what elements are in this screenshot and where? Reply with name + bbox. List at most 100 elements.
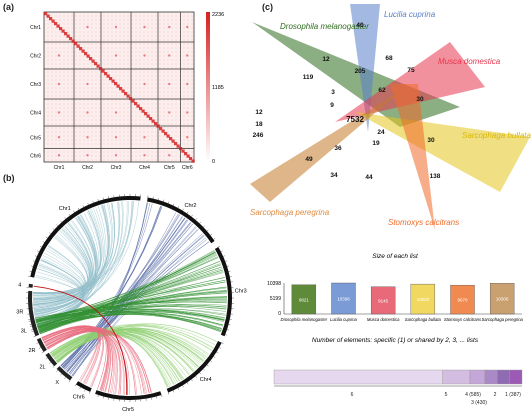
circos-label: 4 xyxy=(18,282,21,288)
heatmap-x-label: Chr5 xyxy=(164,165,175,171)
venn-count: 119 xyxy=(303,74,314,81)
circos-tick xyxy=(203,369,204,370)
circos-tick xyxy=(191,379,192,381)
circos-tick xyxy=(56,370,57,371)
stacked-segment xyxy=(274,370,443,384)
venn-count: 18 xyxy=(255,121,263,128)
stacked-segment xyxy=(510,370,522,384)
heatmap-contact-dot xyxy=(186,26,188,28)
circos-tick xyxy=(207,230,209,231)
heatmap-x-labels: Chr1 Chr2 Chr3 Chr4 Chr5 Chr6 xyxy=(54,165,193,171)
heatmap-contact-dot xyxy=(86,111,88,113)
circos-tick xyxy=(229,271,231,272)
circos-plot: 3R4Chr1Chr2Chr3Chr4Chr5Chr6X2L2R3L xyxy=(4,176,256,416)
circos-label: 3R xyxy=(16,310,23,316)
heatmap-contact-dot xyxy=(143,154,145,156)
circos-tick xyxy=(80,387,81,389)
circos-tick xyxy=(183,209,184,211)
shared-elements-chart: Number of elements: specific (1) or shar… xyxy=(262,332,528,416)
circos-segment-chr5 xyxy=(96,392,161,398)
circos-tick xyxy=(30,271,32,272)
y-tick-label: 10398 xyxy=(267,281,281,287)
heatmap-contact-dot xyxy=(58,154,60,156)
circos-tick xyxy=(219,347,221,348)
bar-category-label: Sarcophaga bullata xyxy=(405,317,442,322)
circos-tick xyxy=(229,324,231,325)
venn-label-peregrina: Sarcophaga peregrina xyxy=(250,208,330,217)
stacked-segment xyxy=(443,370,470,384)
shared-label: 5 xyxy=(445,392,448,398)
circos-tick xyxy=(60,374,61,375)
circos-tick xyxy=(46,237,48,238)
circos-tick xyxy=(173,204,174,206)
circos-tick xyxy=(53,228,54,229)
venn-count: 44 xyxy=(365,174,373,181)
circos-tick xyxy=(39,347,41,348)
circos-tick xyxy=(49,233,51,234)
shared-label: 4 (585) xyxy=(465,392,481,398)
circos-tick xyxy=(98,199,99,201)
venn-count: 30 xyxy=(427,137,435,144)
circos-tick xyxy=(187,212,188,214)
heatmap-contact-dot xyxy=(143,54,145,56)
circos-label: 2L xyxy=(39,364,45,370)
circos-tick xyxy=(173,390,174,392)
circos-tick xyxy=(69,381,70,383)
circos-tick xyxy=(223,256,225,257)
circos-tick xyxy=(196,218,197,220)
bar-value-label: 10398 xyxy=(337,297,350,302)
heatmap-colorbar xyxy=(206,12,210,162)
circos-tick xyxy=(65,217,66,219)
heatmap-contact-dot xyxy=(58,83,60,85)
circos-label: Chr2 xyxy=(184,203,196,209)
heatmap-contact-dot xyxy=(86,26,88,28)
circos-tick xyxy=(30,324,32,325)
circos-tick xyxy=(46,358,48,359)
circos-tick xyxy=(225,261,227,262)
circos-tick xyxy=(210,234,212,235)
circos-tick xyxy=(200,222,201,223)
circos-label: Chr4 xyxy=(200,377,212,383)
venn-count: 62 xyxy=(378,87,386,94)
circos-tick xyxy=(33,261,35,262)
colorbar-max: 2236 xyxy=(212,12,224,18)
shared-label: 3 (430) xyxy=(471,400,487,406)
circos-tick xyxy=(210,361,212,362)
heatmap-y-label: Chr3 xyxy=(30,82,41,88)
bar-category-label: Drosophila melanogaster xyxy=(281,317,328,322)
bar-category-label: Musca domestica xyxy=(367,317,400,322)
venn-count: 19 xyxy=(372,140,380,147)
circos-tick xyxy=(221,251,223,252)
heatmap-x-label: Chr4 xyxy=(139,165,150,171)
circos-segment-chr6 xyxy=(77,383,91,390)
y-tick-label: 5199 xyxy=(270,296,281,302)
heatmap-contact-dot xyxy=(168,154,170,156)
venn-diagram: Drosophila melanogaster Lucilia cuprina … xyxy=(250,2,532,238)
circos-tick xyxy=(196,376,197,378)
venn-count: 68 xyxy=(385,55,393,62)
circos-tick xyxy=(168,393,169,395)
venn-count: 75 xyxy=(407,67,415,74)
venn-count: 12 xyxy=(322,56,330,63)
bar-value-label: 9145 xyxy=(378,298,389,303)
circos-tick xyxy=(37,343,39,344)
circos-tick xyxy=(191,215,192,217)
heatmap-y-label: Chr1 xyxy=(30,25,41,31)
venn-label-bullata: Sarcophaga bullata xyxy=(462,131,531,140)
circos-tick xyxy=(207,365,209,366)
circos-tick xyxy=(227,266,229,267)
venn-shape-bullata xyxy=(355,112,530,192)
circos-tick xyxy=(88,203,89,205)
circos-label: X xyxy=(55,380,59,386)
circos-tick xyxy=(178,206,179,208)
shared-label: 2 xyxy=(494,392,497,398)
venn-count: 7532 xyxy=(346,115,364,124)
heatmap-contact-dot xyxy=(168,83,170,85)
heatmap-y-label: Chr2 xyxy=(30,54,41,60)
venn-count: 40 xyxy=(356,22,364,29)
bar-value-label: 10020 xyxy=(417,297,430,302)
circos-tick xyxy=(69,214,70,216)
venn-count: 24 xyxy=(377,129,385,136)
circos-tick xyxy=(156,397,157,399)
heatmap-contact-dot xyxy=(186,111,188,113)
